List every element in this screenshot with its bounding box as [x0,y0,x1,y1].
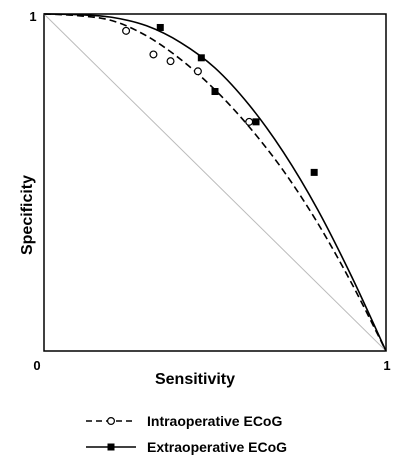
data-point-intraoperative-ecog-2 [149,50,158,59]
legend-marker-open-circle [106,417,115,426]
legend-item-extraoperative: Extraoperative ECoG [86,439,287,455]
data-point-extraoperative-ecog-5 [310,168,318,176]
data-point-extraoperative-ecog-3 [211,88,219,96]
y-axis-label: Specificity [19,175,36,255]
x-tick-right-label: 1 [383,358,390,373]
plot-area [43,13,387,352]
data-point-extraoperative-ecog-1 [156,23,164,31]
data-point-intraoperative-ecog-4 [193,67,202,76]
data-point-extraoperative-ecog-4 [252,118,260,126]
y-tick-top-label: 1 [29,9,36,24]
legend-item-intraoperative: Intraoperative ECoG [86,413,282,429]
legend: Intraoperative ECoG Extraoperative ECoG [86,413,287,455]
origin-tick-label: 0 [33,358,40,373]
reference-diagonal-line [43,13,387,352]
series-line-extraoperative-ecog [43,13,387,352]
data-point-extraoperative-ecog-2 [197,54,205,62]
plot-frame [43,13,387,352]
data-point-intraoperative-ecog-5 [245,117,254,126]
legend-label-intraoperative: Intraoperative ECoG [147,413,282,429]
legend-label-extraoperative: Extraoperative ECoG [147,439,287,455]
data-marks [122,23,318,176]
legend-marker-filled-square [107,443,115,451]
x-axis-label: Sensitivity [155,371,235,388]
data-point-intraoperative-ecog-3 [166,57,175,66]
data-point-intraoperative-ecog-1 [122,26,131,35]
